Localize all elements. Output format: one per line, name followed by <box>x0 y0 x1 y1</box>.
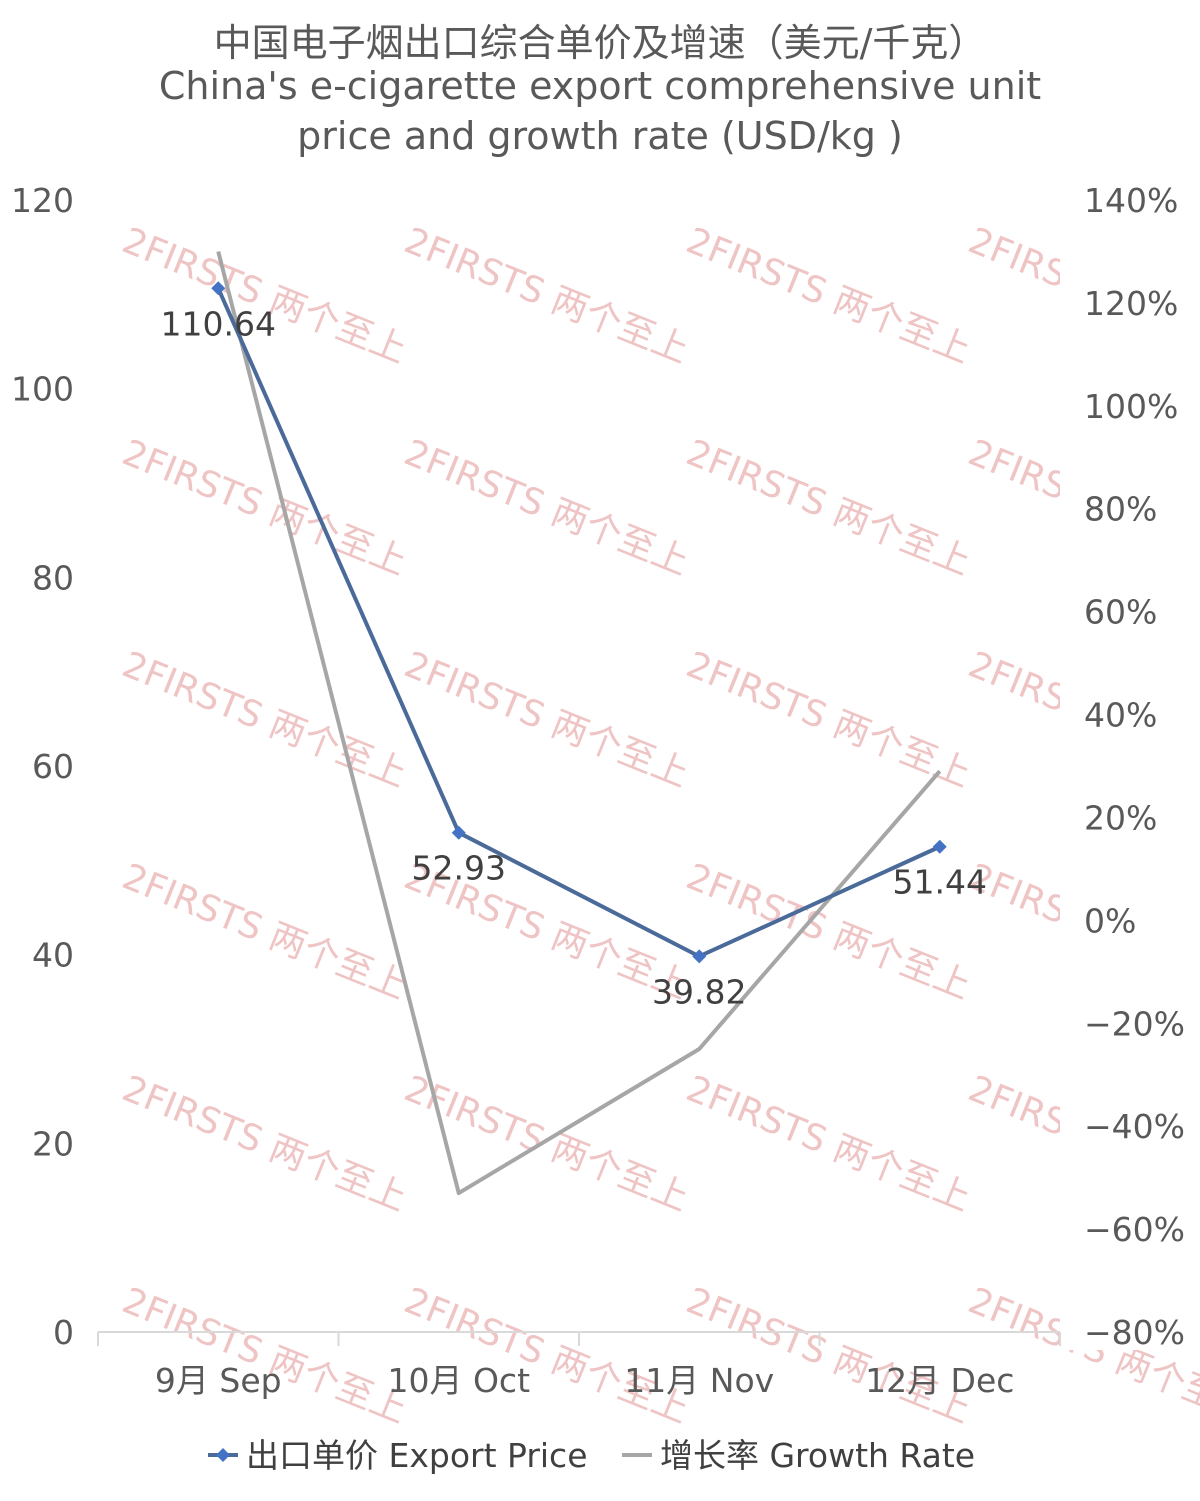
growth-rate-line <box>216 250 942 1196</box>
export-price-data-label-2: 39.82 <box>652 972 746 1011</box>
watermark-22: 2FIRSTS 两个至上 <box>681 1280 977 1431</box>
watermark-16: 2FIRSTS 两个至上 <box>117 1068 413 1219</box>
watermark-mask <box>1060 190 1200 1350</box>
export-price-data-label-1: 52.93 <box>412 849 506 888</box>
y-left-tick-label-5: 20 <box>32 1124 74 1163</box>
x-tick-label-3: 12月 Dec <box>865 1361 1014 1400</box>
y-right-tick-label-1: 120% <box>1084 284 1178 323</box>
export-price-data-label-0: 110.64 <box>161 304 276 343</box>
export-price-marker-0 <box>211 281 226 296</box>
y-left-tick-label-1: 100 <box>11 370 74 409</box>
x-tick-label-1: 10月 Oct <box>387 1361 530 1400</box>
y-left-tick-label-4: 40 <box>32 936 74 975</box>
watermark-2: 2FIRSTS 两个至上 <box>681 220 977 371</box>
export-price-marker-1 <box>451 825 466 840</box>
y-right-tick-label-8: −20% <box>1084 1004 1185 1043</box>
watermark-4: 2FIRSTS 两个至上 <box>117 432 413 583</box>
y-right-tick-label-5: 40% <box>1084 696 1157 735</box>
y-left-tick-label-0: 120 <box>11 181 74 220</box>
axes-layer: 9月 Sep 10月 Oct 11月 Nov 12月 Dec 120 100 80 60 40 2… <box>11 181 1185 1400</box>
y-right-tick-label-11: −80% <box>1084 1313 1185 1352</box>
y-left-tick-label-6: 0 <box>53 1313 74 1352</box>
legend-label-growth-rate: 增长率 Growth Rate <box>660 1436 975 1475</box>
watermark-21: 2FIRSTS 两个至上 <box>399 1280 695 1431</box>
watermark-1: 2FIRSTS 两个至上 <box>399 220 695 371</box>
data-labels-layer: 110.64 52.93 39.82 51.44 <box>161 304 987 1011</box>
watermark-0: 2FIRSTS 两个至上 <box>117 220 413 371</box>
y-right-tick-label-9: −40% <box>1084 1107 1185 1146</box>
y-left-tick-label-2: 80 <box>32 558 74 597</box>
export-price-marker-3 <box>932 839 947 854</box>
legend-marker-export-price-diamond <box>216 1448 230 1462</box>
watermark-8: 2FIRSTS 两个至上 <box>117 644 413 795</box>
chart-title-cn: 中国电子烟出口综合单价及增速（美元/千克） <box>213 21 987 65</box>
y-right-tick-label-10: −60% <box>1084 1210 1185 1249</box>
y-right-tick-label-7: 0% <box>1084 901 1136 940</box>
y-right-tick-label-0: 140% <box>1084 181 1178 220</box>
watermark-20: 2FIRSTS 两个至上 <box>117 1280 413 1431</box>
watermark-10: 2FIRSTS 两个至上 <box>681 644 977 795</box>
y-left-tick-label-3: 60 <box>32 747 74 786</box>
x-tick-label-2: 11月 Nov <box>624 1361 774 1400</box>
watermark-18: 2FIRSTS 两个至上 <box>681 1068 977 1219</box>
y-right-tick-label-6: 20% <box>1084 798 1157 837</box>
watermark-12: 2FIRSTS 两个至上 <box>117 856 413 1007</box>
series-layer <box>211 250 947 1196</box>
chart-title-en-line1: China's e-cigarette export comprehensive… <box>158 64 1042 108</box>
export-price-marker-2 <box>692 949 707 964</box>
legend-label-export-price: 出口单价 Export Price <box>246 1436 588 1475</box>
chart-title-en-line2: price and growth rate (USD/kg ) <box>297 114 903 158</box>
legend: 出口单价 Export Price 增长率 Growth Rate <box>208 1436 975 1475</box>
export-price-line <box>216 287 941 959</box>
export-price-data-label-3: 51.44 <box>893 863 987 902</box>
y-right-tick-label-4: 60% <box>1084 593 1157 632</box>
watermark-17: 2FIRSTS 两个至上 <box>399 1068 695 1219</box>
watermark-6: 2FIRSTS 两个至上 <box>681 432 977 583</box>
watermark-5: 2FIRSTS 两个至上 <box>399 432 695 583</box>
watermark-9: 2FIRSTS 两个至上 <box>399 644 695 795</box>
y-right-tick-label-2: 100% <box>1084 387 1178 426</box>
y-right-tick-label-3: 80% <box>1084 490 1157 529</box>
x-tick-label-0: 9月 Sep <box>155 1361 282 1400</box>
